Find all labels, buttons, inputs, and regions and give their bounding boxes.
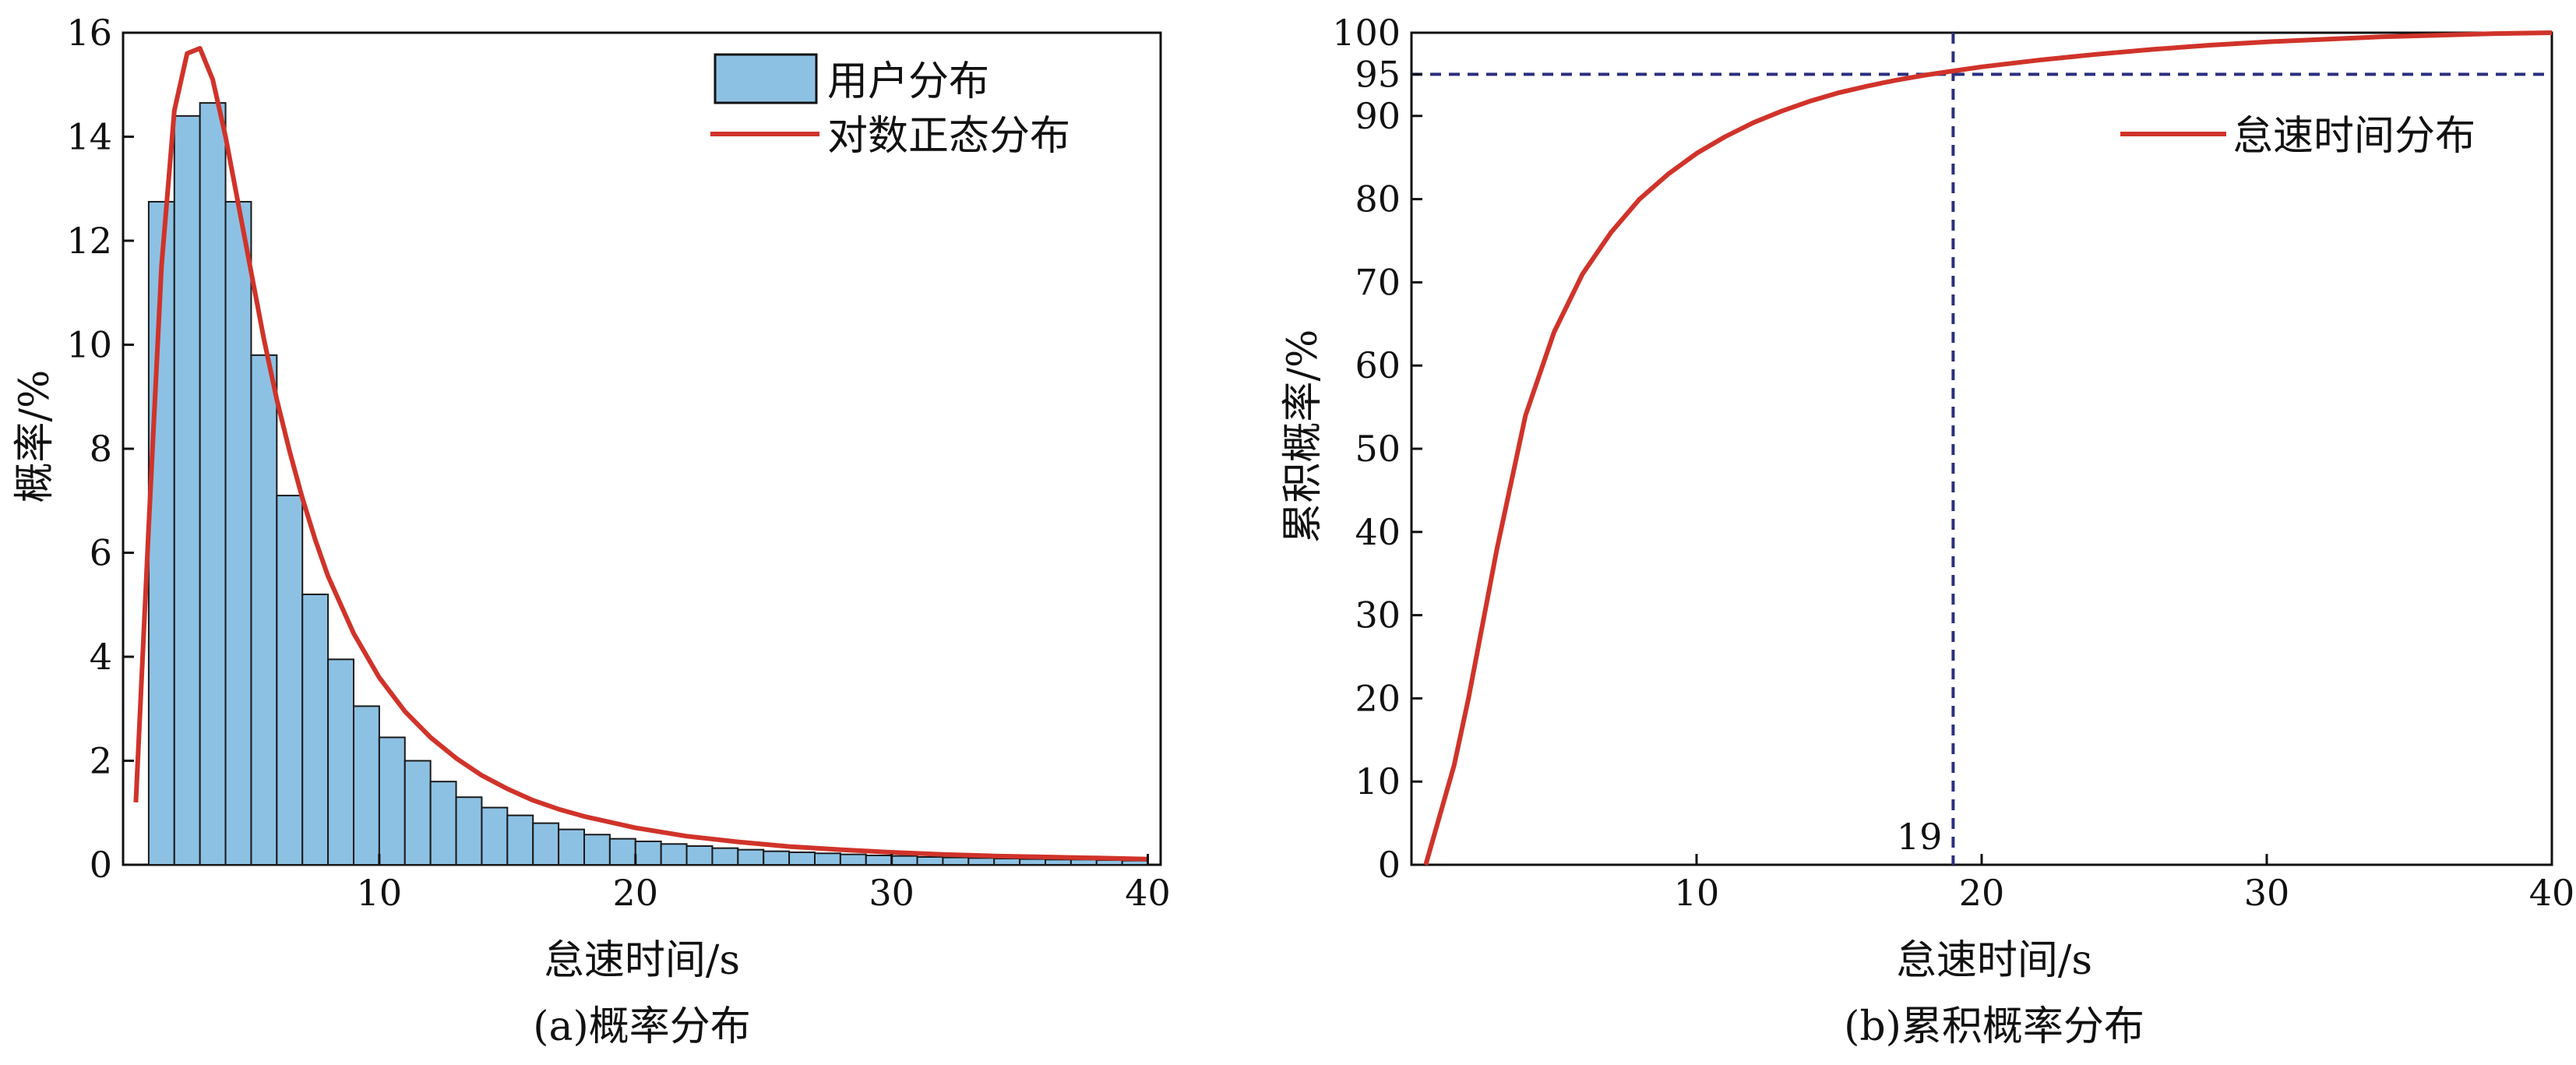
chart-b-legend: 怠速时间分布 — [2120, 113, 2476, 160]
histogram-bar — [608, 838, 636, 866]
cumulative-curve — [1423, 30, 2553, 866]
y-tick-label: 95 — [1355, 53, 1401, 95]
x-tick-label: 20 — [613, 872, 659, 914]
histogram-bar — [403, 760, 432, 866]
y-tick-label: 50 — [1355, 428, 1401, 470]
histogram-bar — [814, 852, 841, 866]
histogram-bar — [839, 853, 867, 866]
y-tick-label: 10 — [66, 324, 112, 366]
legend-label-user-distribution: 用户分布 — [827, 58, 989, 105]
histogram-bar — [429, 781, 457, 866]
histogram-bar — [327, 658, 355, 866]
histogram-bar — [993, 857, 1021, 866]
legend-swatch-user-distribution — [714, 53, 818, 104]
histogram-bar — [1070, 859, 1098, 866]
x-tick-label: 20 — [1959, 872, 2005, 914]
x-tick-label: 40 — [2529, 872, 2575, 914]
y-tick-label: 100 — [1332, 12, 1401, 54]
histogram-bar — [1045, 859, 1072, 866]
histogram-bar — [173, 115, 201, 866]
histogram-bar — [199, 102, 227, 866]
y-tick-label: 8 — [90, 428, 112, 470]
legend-label-lognormal: 对数正态分布 — [827, 113, 1070, 160]
histogram-bar — [634, 840, 662, 866]
x-tick-label: 10 — [357, 872, 403, 914]
histogram-bar — [481, 806, 509, 866]
histogram-bar — [276, 495, 304, 866]
y-tick-label: 20 — [1355, 677, 1401, 719]
chart-a-probability-distribution: 0 2 4 6 8 10 12 14 16 10 20 30 40 用户分布 对数正态分布 怠速时间/… — [12, 12, 1171, 1050]
chart-a-x-ticks: 10 20 30 40 — [357, 854, 1171, 914]
x-tick-label: 10 — [1674, 872, 1720, 914]
y-tick-label: 14 — [66, 116, 112, 158]
y-tick-label: 4 — [90, 636, 112, 678]
histogram-bar — [558, 828, 585, 866]
chart-a-y-axis-title: 概率/% — [12, 370, 58, 503]
y-tick-label: 80 — [1355, 178, 1401, 220]
chart-b-reference-lines: 19 — [1411, 33, 2552, 865]
histogram-bar — [890, 855, 918, 866]
x-tick-label: 30 — [2244, 872, 2290, 914]
histogram-bar — [916, 855, 944, 866]
chart-b-x-ticks: 10 20 30 40 — [1674, 854, 2575, 914]
histogram-bar — [967, 857, 996, 866]
y-tick-label: 10 — [1355, 760, 1401, 802]
chart-b-y-axis-title: 累积概率/% — [1280, 330, 1327, 544]
x-tick-label: 30 — [869, 872, 914, 914]
chart-a-bars — [147, 102, 1149, 866]
chart-a-caption: (a)概率分布 — [533, 1003, 751, 1050]
y-tick-label: 0 — [90, 844, 112, 886]
histogram-bar — [942, 856, 970, 866]
y-tick-label: 30 — [1355, 594, 1401, 637]
lognormal-curve — [133, 46, 1148, 862]
y-tick-label: 60 — [1355, 344, 1401, 386]
y-tick-label: 2 — [90, 740, 112, 782]
histogram-bar — [660, 843, 688, 866]
histogram-bar — [685, 845, 714, 866]
histogram-bar — [250, 354, 278, 866]
chart-b-caption: (b)累积概率分布 — [1844, 1003, 2144, 1050]
histogram-bar — [506, 814, 534, 866]
chart-a-x-axis-title: 怠速时间/s — [544, 937, 740, 984]
histogram-bar — [737, 848, 765, 866]
y-tick-label: 0 — [1378, 844, 1401, 886]
y-tick-label: 70 — [1355, 261, 1401, 303]
histogram-bar — [532, 822, 560, 866]
histogram-bar — [763, 850, 791, 866]
histogram-bar — [583, 834, 611, 866]
histogram-bar — [353, 705, 380, 866]
legend-label-idle-time: 怠速时间分布 — [2232, 113, 2476, 160]
histogram-bar — [378, 736, 406, 866]
chart-a-lognormal-line — [133, 46, 1148, 862]
reference-x-label: 19 — [1897, 816, 1943, 858]
chart-b-x-axis-title: 怠速时间/s — [1896, 937, 2092, 984]
histogram-bar — [788, 851, 816, 866]
y-tick-label: 90 — [1355, 95, 1401, 137]
y-tick-label: 40 — [1355, 511, 1401, 553]
y-tick-label: 6 — [90, 532, 112, 574]
histogram-bar — [711, 847, 739, 866]
x-tick-label: 40 — [1125, 872, 1171, 914]
histogram-bar — [865, 854, 893, 866]
chart-a-y-ticks: 0 2 4 6 8 10 12 14 16 — [66, 12, 134, 886]
histogram-bar — [455, 796, 483, 866]
y-tick-label: 12 — [66, 220, 112, 262]
histogram-bar — [224, 200, 252, 866]
y-tick-label: 16 — [66, 12, 112, 54]
histogram-bar — [301, 593, 329, 866]
chart-a-legend: 用户分布 对数正态分布 — [710, 53, 1070, 160]
chart-b-cumulative-line — [1423, 30, 2553, 866]
histogram-bar — [1019, 858, 1046, 866]
